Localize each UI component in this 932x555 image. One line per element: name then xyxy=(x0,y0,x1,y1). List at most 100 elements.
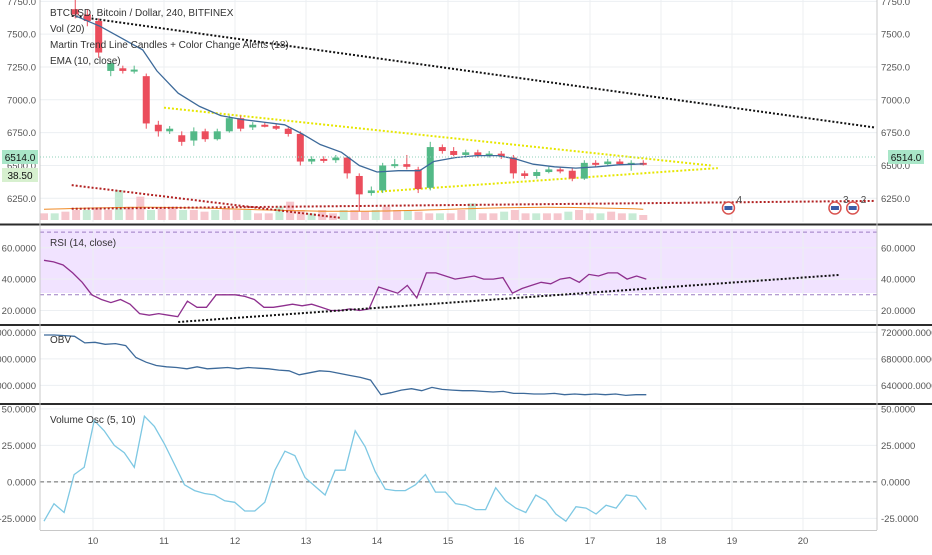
price-legend-item[interactable]: EMA (10, close) xyxy=(50,56,121,67)
volume-bar xyxy=(114,190,123,220)
candle-body xyxy=(237,118,245,129)
volume-osc-left-tick: 0.0000 xyxy=(7,477,36,488)
volume-bar xyxy=(189,210,198,220)
rsi-right-tick: 20.0000 xyxy=(881,306,915,317)
volume-bar xyxy=(393,210,402,220)
candle-body xyxy=(272,126,280,129)
volume-bar xyxy=(435,213,444,220)
volume-osc-right-tick: -25.0000 xyxy=(881,514,919,525)
volume-bar xyxy=(104,210,113,220)
time-tick-label: 16 xyxy=(514,536,525,547)
price-left-tick: 6500.0 xyxy=(7,161,36,172)
volume-bar xyxy=(489,213,498,220)
volume-bar xyxy=(339,210,348,220)
rsi-right-tick: 60.0000 xyxy=(881,243,915,254)
trend-line xyxy=(376,167,718,193)
candle-body xyxy=(391,164,399,167)
candle-body xyxy=(521,173,529,176)
rsi-legend[interactable]: RSI (14, close) xyxy=(50,238,116,249)
us-flag-icon-stripe xyxy=(724,206,733,210)
candle-body xyxy=(438,147,446,152)
price-pane[interactable] xyxy=(40,0,877,222)
volume-osc-left-tick: 25.0000 xyxy=(2,441,36,452)
obv-pane[interactable] xyxy=(40,327,877,402)
volume-osc-left-tick: 50.0000 xyxy=(2,404,36,415)
candle-body xyxy=(83,14,91,22)
candle-body xyxy=(568,170,576,179)
price-legend-item[interactable]: BTCUSD, Bitcoin / Dollar, 240, BITFINEX xyxy=(50,8,234,19)
volume-bar xyxy=(617,213,626,220)
indicator-legends[interactable]: BTCUSD, Bitcoin / Dollar, 240, BITFINEX V… xyxy=(50,8,289,426)
volume-badge-left-text: 38.50 xyxy=(7,171,32,182)
volume-bar xyxy=(510,210,519,220)
rsi-band-fill xyxy=(40,229,877,293)
ema-line xyxy=(75,15,644,173)
volume-osc-path xyxy=(43,414,647,523)
trend-line xyxy=(71,14,875,129)
volume-bar xyxy=(72,210,81,220)
candle-body xyxy=(154,124,162,132)
volume-bar xyxy=(93,208,102,220)
volume-osc-pane[interactable] xyxy=(40,406,877,530)
time-tick-label: 17 xyxy=(585,536,596,547)
candle-body xyxy=(119,68,127,71)
volume-bar xyxy=(157,208,166,220)
event-markers: 4 3 2 xyxy=(721,195,867,215)
time-tick-label: 10 xyxy=(88,536,99,547)
volume-bar xyxy=(125,206,134,220)
price-right-tick: 6500.0 xyxy=(881,161,910,172)
volume-bar xyxy=(361,211,370,220)
volume-bar xyxy=(168,206,177,220)
obv-legend[interactable]: OBV xyxy=(50,335,71,346)
candle-body xyxy=(343,157,351,174)
volume-bar xyxy=(211,210,220,220)
candle-body xyxy=(296,133,304,162)
time-axis[interactable]: 10 11 12 13 14 15 16 17 18 19 20 xyxy=(88,536,809,547)
volume-bar xyxy=(639,215,648,220)
candle-body xyxy=(142,76,150,124)
candle-body xyxy=(592,162,600,165)
volume-bar xyxy=(61,211,70,220)
candle-body xyxy=(450,151,458,155)
volume-bar xyxy=(296,210,305,220)
volume-osc-legend[interactable]: Volume Osc (5, 10) xyxy=(50,415,136,426)
obv-right-tick: 680000.0000 xyxy=(881,354,932,365)
price-right-tick: 6250.0 xyxy=(881,194,910,205)
volume-osc-right-tick: 25.0000 xyxy=(881,441,915,452)
candle-body xyxy=(225,118,233,132)
obv-right-tick: 640000.0000 xyxy=(881,381,932,392)
price-badge-left-text: 6514.0 xyxy=(5,153,36,164)
volume-bar xyxy=(446,213,455,220)
volume-bar xyxy=(403,210,412,220)
candle-body xyxy=(426,147,434,188)
volume-bar xyxy=(575,210,584,220)
candle-body xyxy=(355,175,363,195)
volume-bar xyxy=(200,211,209,220)
price-left-tick: 6250.0 xyxy=(7,194,36,205)
candle-body xyxy=(580,162,588,179)
volume-bar xyxy=(307,213,316,220)
us-flag-icon-stripe xyxy=(848,206,857,210)
axis-badges: 6514.0 6514.0 38.50 xyxy=(2,150,924,182)
trend-line xyxy=(71,184,342,219)
candle-body xyxy=(379,165,387,191)
volume-bar xyxy=(147,210,156,220)
volume-bar xyxy=(275,206,284,220)
candle-body xyxy=(130,69,138,72)
rsi-left-tick: 40.0000 xyxy=(2,275,36,286)
price-left-tick: 7250.0 xyxy=(7,62,36,73)
volume-bar xyxy=(585,213,594,220)
volume-bar xyxy=(500,211,509,220)
candle-body xyxy=(308,158,316,162)
candle-body xyxy=(616,161,624,165)
time-tick-label: 13 xyxy=(301,536,312,547)
price-legend-item[interactable]: Martin Trend Line Candles + Color Change… xyxy=(50,40,289,51)
volume-bar xyxy=(221,208,230,220)
candle-body xyxy=(509,157,517,174)
price-right-tick: 7500.0 xyxy=(881,30,910,41)
price-legend-item[interactable]: Vol (20) xyxy=(50,24,84,35)
candle-body xyxy=(414,169,422,190)
price-axes[interactable]: 7750.0 7750.0 7500.0 7500.0 7250.0 7250.0 7000… xyxy=(0,0,932,525)
